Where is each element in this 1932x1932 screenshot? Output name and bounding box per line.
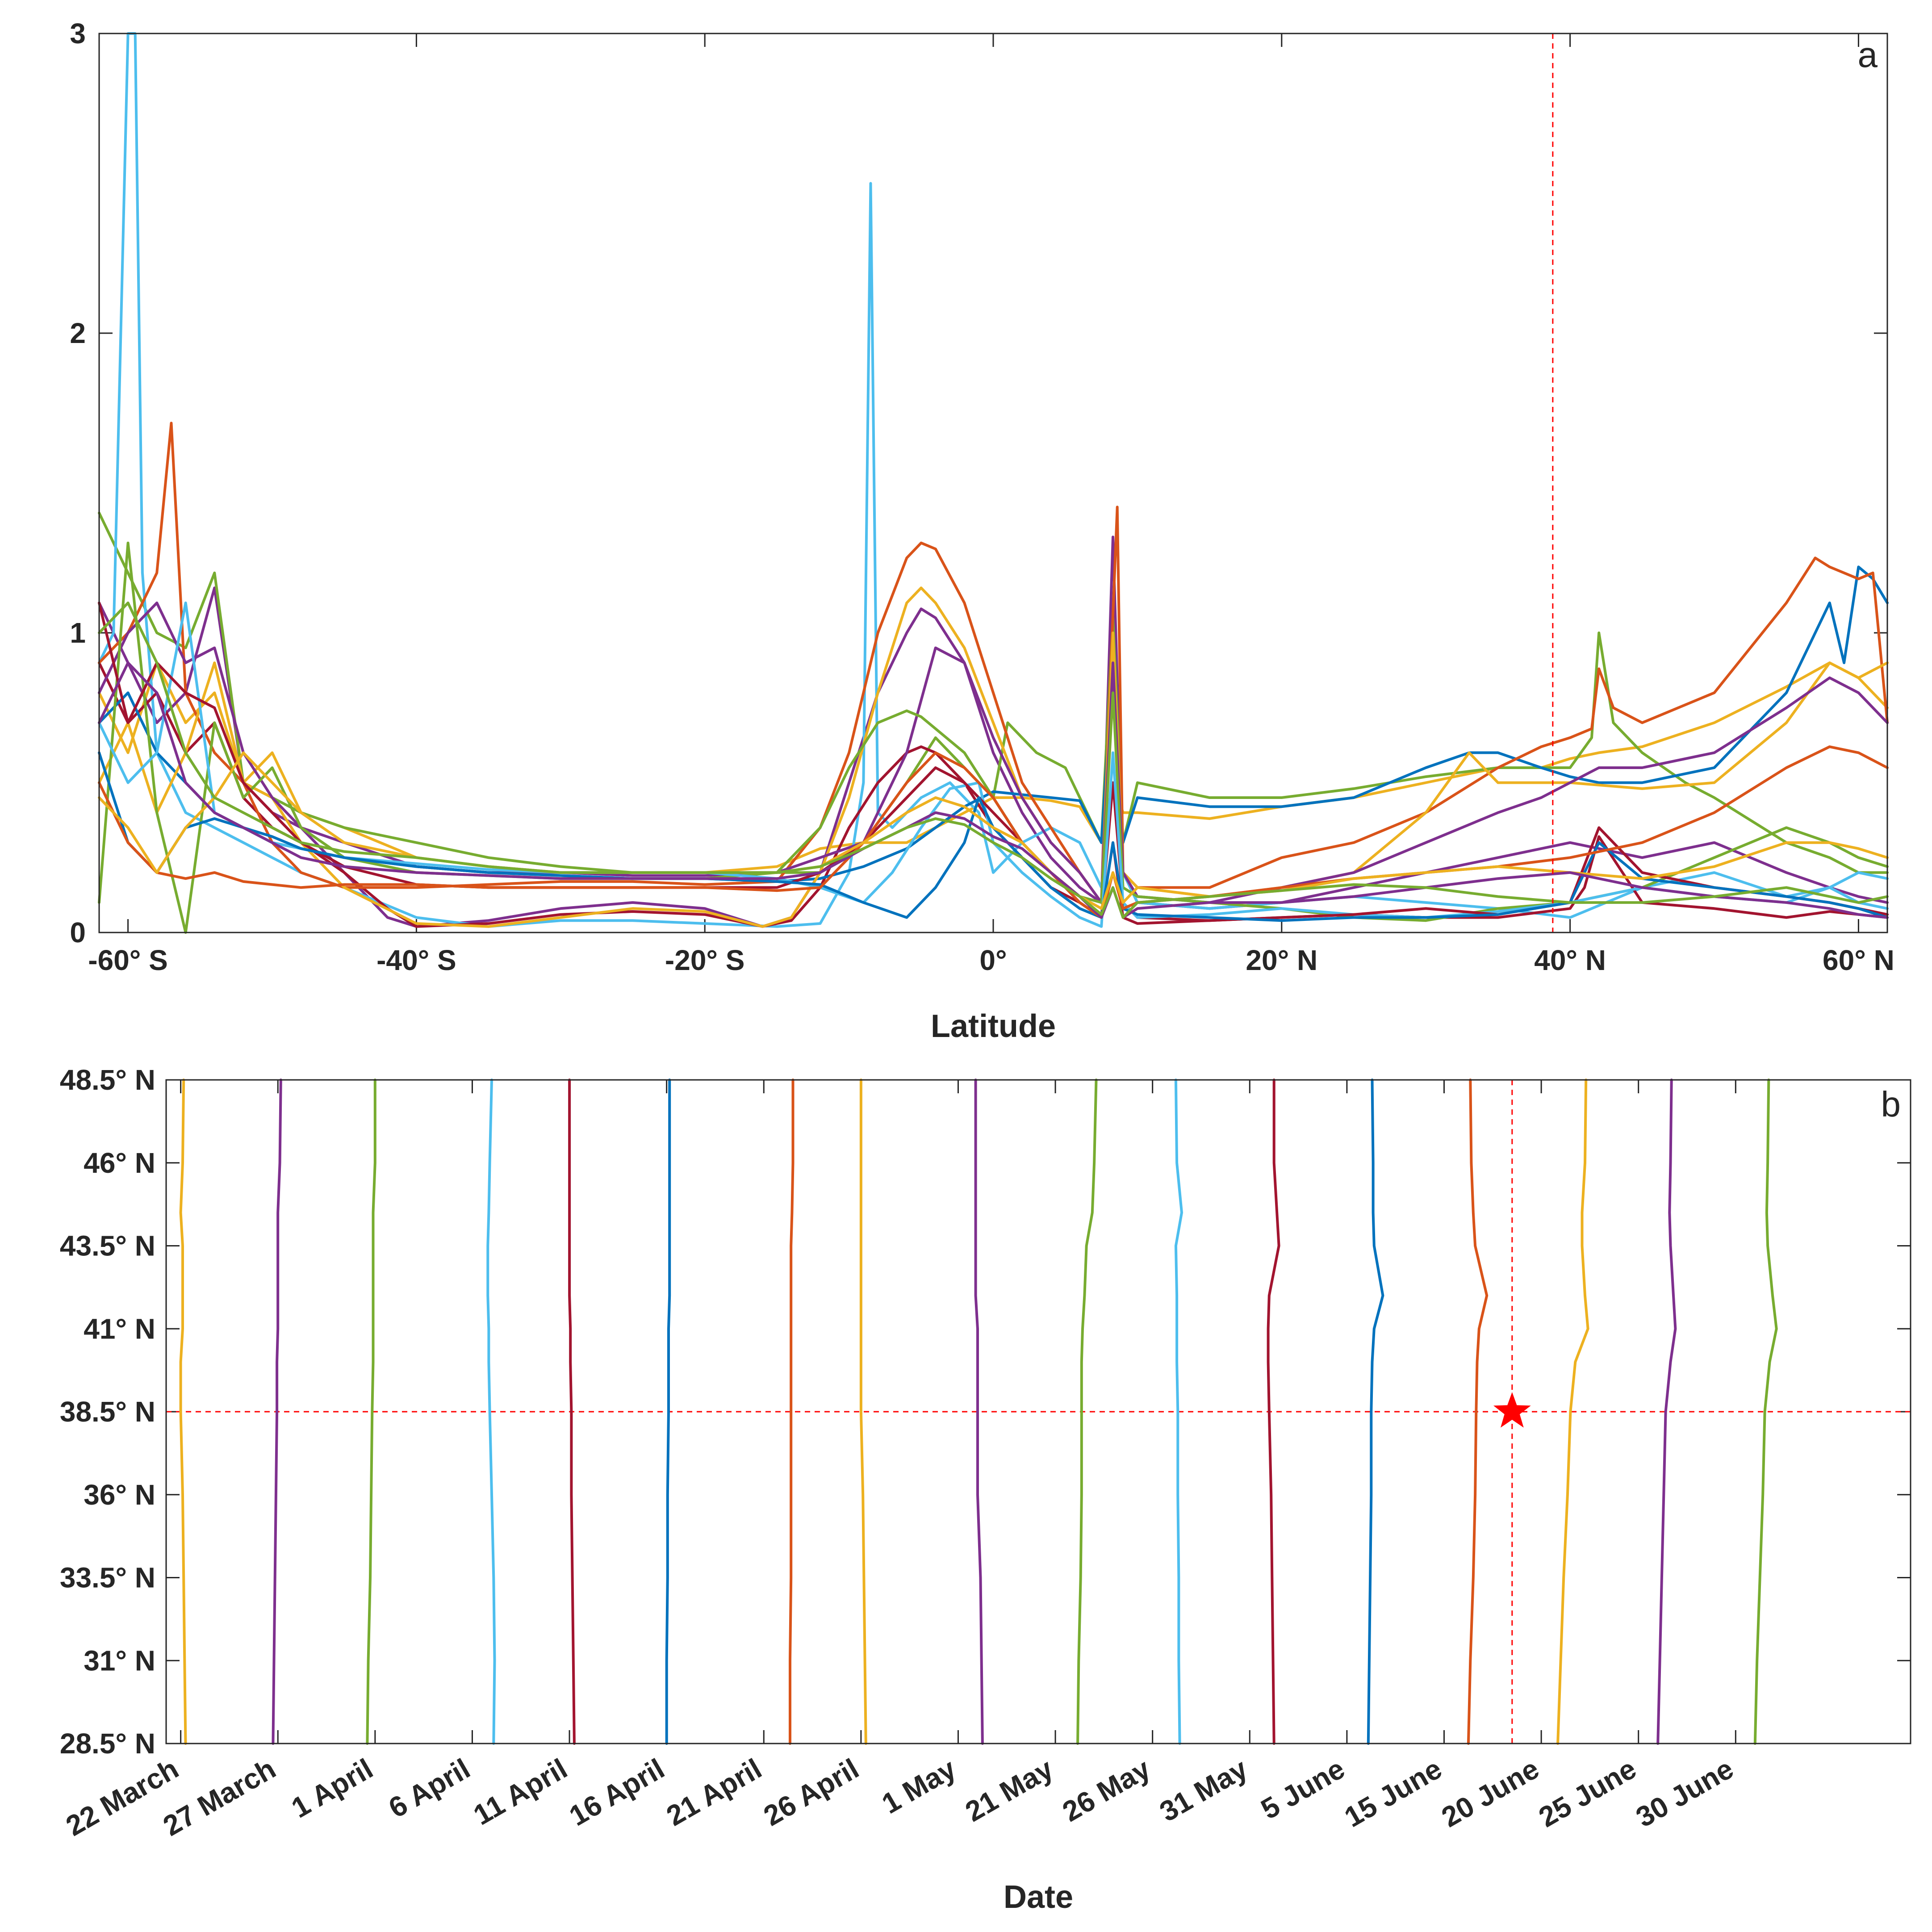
panel-b-y-tick-label: 31° N [84,1644,155,1677]
panel-b-y-tick-label: 43.5° N [60,1230,155,1262]
panel-b-series-21-may [1076,1079,1098,1745]
panel-a-series-6-april [98,32,1889,928]
panel-a-series-25-june [98,661,1889,919]
panel-a-series [98,32,1889,934]
panel-b-y-tick-label: 48.5° N [60,1064,155,1096]
panel-a-y-tick-label: 2 [70,317,86,349]
panel-a-x-tick-label: -20° S [665,944,745,976]
panel-b-series-25-june [1656,1079,1677,1745]
panel-b-y-tick-label: 36° N [84,1479,155,1511]
panel-a-series-22-march [98,661,1889,874]
panel-a-x-axis-title: Latitude [931,1008,1056,1044]
panel-b-series-21-april [789,1079,795,1745]
panel-b-series-27-march [272,1079,282,1745]
panel-a-series-31-may [98,601,1889,925]
panel-b-series-15-june [1467,1079,1489,1745]
panel-a-x-tick-label: 0° [979,944,1007,976]
panel-b-series [179,1079,1778,1745]
panel-a-y-tick-label: 1 [70,617,86,649]
panel-b-series-1-may [974,1079,984,1745]
panel-a-letter: a [1858,35,1878,75]
panel-b-series-20-june [1556,1079,1589,1745]
panel-b-series-22-march [179,1079,187,1745]
panel-b-series-1-april [366,1079,376,1745]
panel-a-series-30-june [98,601,1889,919]
panel-b-y-tick-label: 33.5° N [60,1562,155,1594]
panel-b-y-tick-label: 46° N [84,1147,155,1179]
panel-b-axes-frame [165,1079,1911,1744]
panel-a-y-tick-label: 3 [70,17,86,50]
panel-a-x-tick-label: 20° N [1246,944,1317,976]
panel-b-y-tick-label: 41° N [84,1313,155,1345]
panel-b-series-11-april [568,1079,576,1745]
panel-a-x-tick-label: 60° N [1823,944,1894,976]
panel-b-series-31-may [1267,1079,1280,1745]
panel-a-x-tick-label: -60° S [88,944,168,976]
panel-a-x-tick-label: -40° S [376,944,456,976]
panel-a-series-1-may [98,601,1889,904]
panel-a-series-27-march [98,535,1889,928]
panel-b-series-30-june [1753,1079,1778,1745]
panel-b-star-marker [1493,1392,1531,1428]
panel-b-series-16-april [665,1079,671,1745]
panel-b-series-26-april [859,1079,867,1745]
panel-a-x-tick-label: 40° N [1534,944,1606,976]
panel-a-y-tick-label: 0 [70,916,86,949]
panel-b-series-6-april [486,1079,496,1745]
panel-b-series-26-may [1174,1079,1183,1745]
panel-a-series-15-june [98,745,1889,919]
panel-b-y-tick-label: 28.5° N [60,1727,155,1760]
panel-a-series-11-april [98,661,1889,928]
panel-a-series-21-may [98,541,1889,934]
panel-a-series-20-june [98,751,1889,910]
panel-a-axes-frame [98,33,1888,933]
panel-a-series-5-june [98,751,1889,922]
panel-b-x-axis-title: Date [1004,1879,1073,1915]
panel-b-y-tick-label: 38.5° N [60,1396,155,1428]
panel-b-series-5-june [1367,1079,1384,1745]
panel-a-tick-labels: -60° S -40° S -20° S 0° 20° N 40° N 60° N 0 1 2 3 [70,17,1894,976]
panel-a-series-21-april [98,422,1889,904]
panel-b-letter: b [1881,1084,1901,1124]
